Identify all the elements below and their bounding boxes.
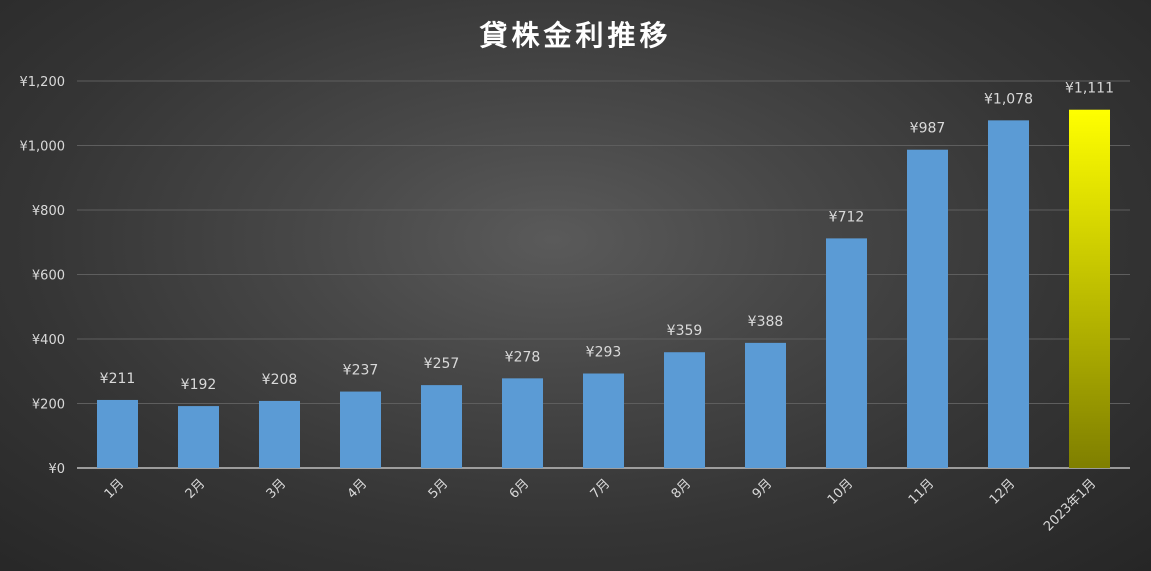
x-tick-label: 11月 (906, 476, 937, 507)
data-label: ¥1,078 (984, 91, 1033, 107)
data-label: ¥712 (829, 209, 865, 225)
bar (97, 399, 138, 468)
bar (907, 149, 948, 468)
x-tick-label: 2023年1月 (1041, 476, 1099, 534)
data-label: ¥211 (100, 371, 136, 387)
data-labels: ¥211 ¥192 ¥208 ¥237 ¥257 ¥278 ¥293 ¥359 ¥388 ¥712… (100, 81, 1114, 393)
bar (745, 342, 786, 468)
x-tick-label: 12月 (987, 476, 1018, 507)
y-tick-label: ¥400 (32, 333, 65, 348)
bar (340, 391, 381, 468)
y-tick-label: ¥800 (32, 204, 65, 219)
data-label: ¥237 (343, 363, 379, 379)
y-tick-label: ¥600 (32, 269, 65, 284)
x-tick-label: 2月 (183, 476, 209, 502)
x-tick-label: 6月 (507, 476, 533, 502)
x-tick-label: 1月 (102, 476, 128, 502)
x-tick-label: 3月 (264, 476, 290, 502)
data-label: ¥388 (748, 314, 784, 330)
x-tick-label: 5月 (426, 476, 452, 502)
bar (1069, 109, 1110, 468)
y-axis-ticks: ¥0 ¥200 ¥400 ¥600 ¥800 ¥1,000 ¥1,200 (20, 75, 66, 477)
bar (502, 378, 543, 468)
y-tick-label: ¥1,200 (20, 75, 66, 90)
data-label: ¥278 (505, 349, 541, 365)
chart-title: 貸株金利推移 (479, 19, 672, 52)
x-axis-ticks: 1月 2月 3月 4月 5月 6月 7月 8月 9月 10月 11月 12月 2023年1月 (102, 476, 1100, 534)
x-tick-label: 10月 (825, 476, 856, 507)
y-tick-label: ¥200 (32, 398, 65, 413)
x-tick-label: 9月 (750, 476, 776, 502)
bar (664, 352, 705, 468)
y-tick-label: ¥0 (48, 462, 65, 477)
bar (583, 373, 624, 468)
data-label: ¥293 (586, 345, 622, 361)
data-label: ¥192 (181, 377, 217, 393)
bar (826, 238, 867, 468)
data-label: ¥359 (667, 323, 703, 339)
x-tick-label: 8月 (669, 476, 695, 502)
bar (988, 120, 1029, 468)
x-tick-label: 4月 (345, 476, 371, 502)
bar (178, 406, 219, 468)
data-label: ¥1,111 (1065, 81, 1114, 97)
data-label: ¥987 (910, 121, 946, 137)
y-tick-label: ¥1,000 (20, 140, 66, 155)
x-tick-label: 7月 (588, 476, 614, 502)
grid-layer (77, 80, 1130, 469)
bar (421, 385, 462, 468)
data-label: ¥208 (262, 372, 298, 388)
data-label: ¥257 (424, 356, 460, 372)
bars (97, 109, 1110, 468)
bar (259, 400, 300, 468)
